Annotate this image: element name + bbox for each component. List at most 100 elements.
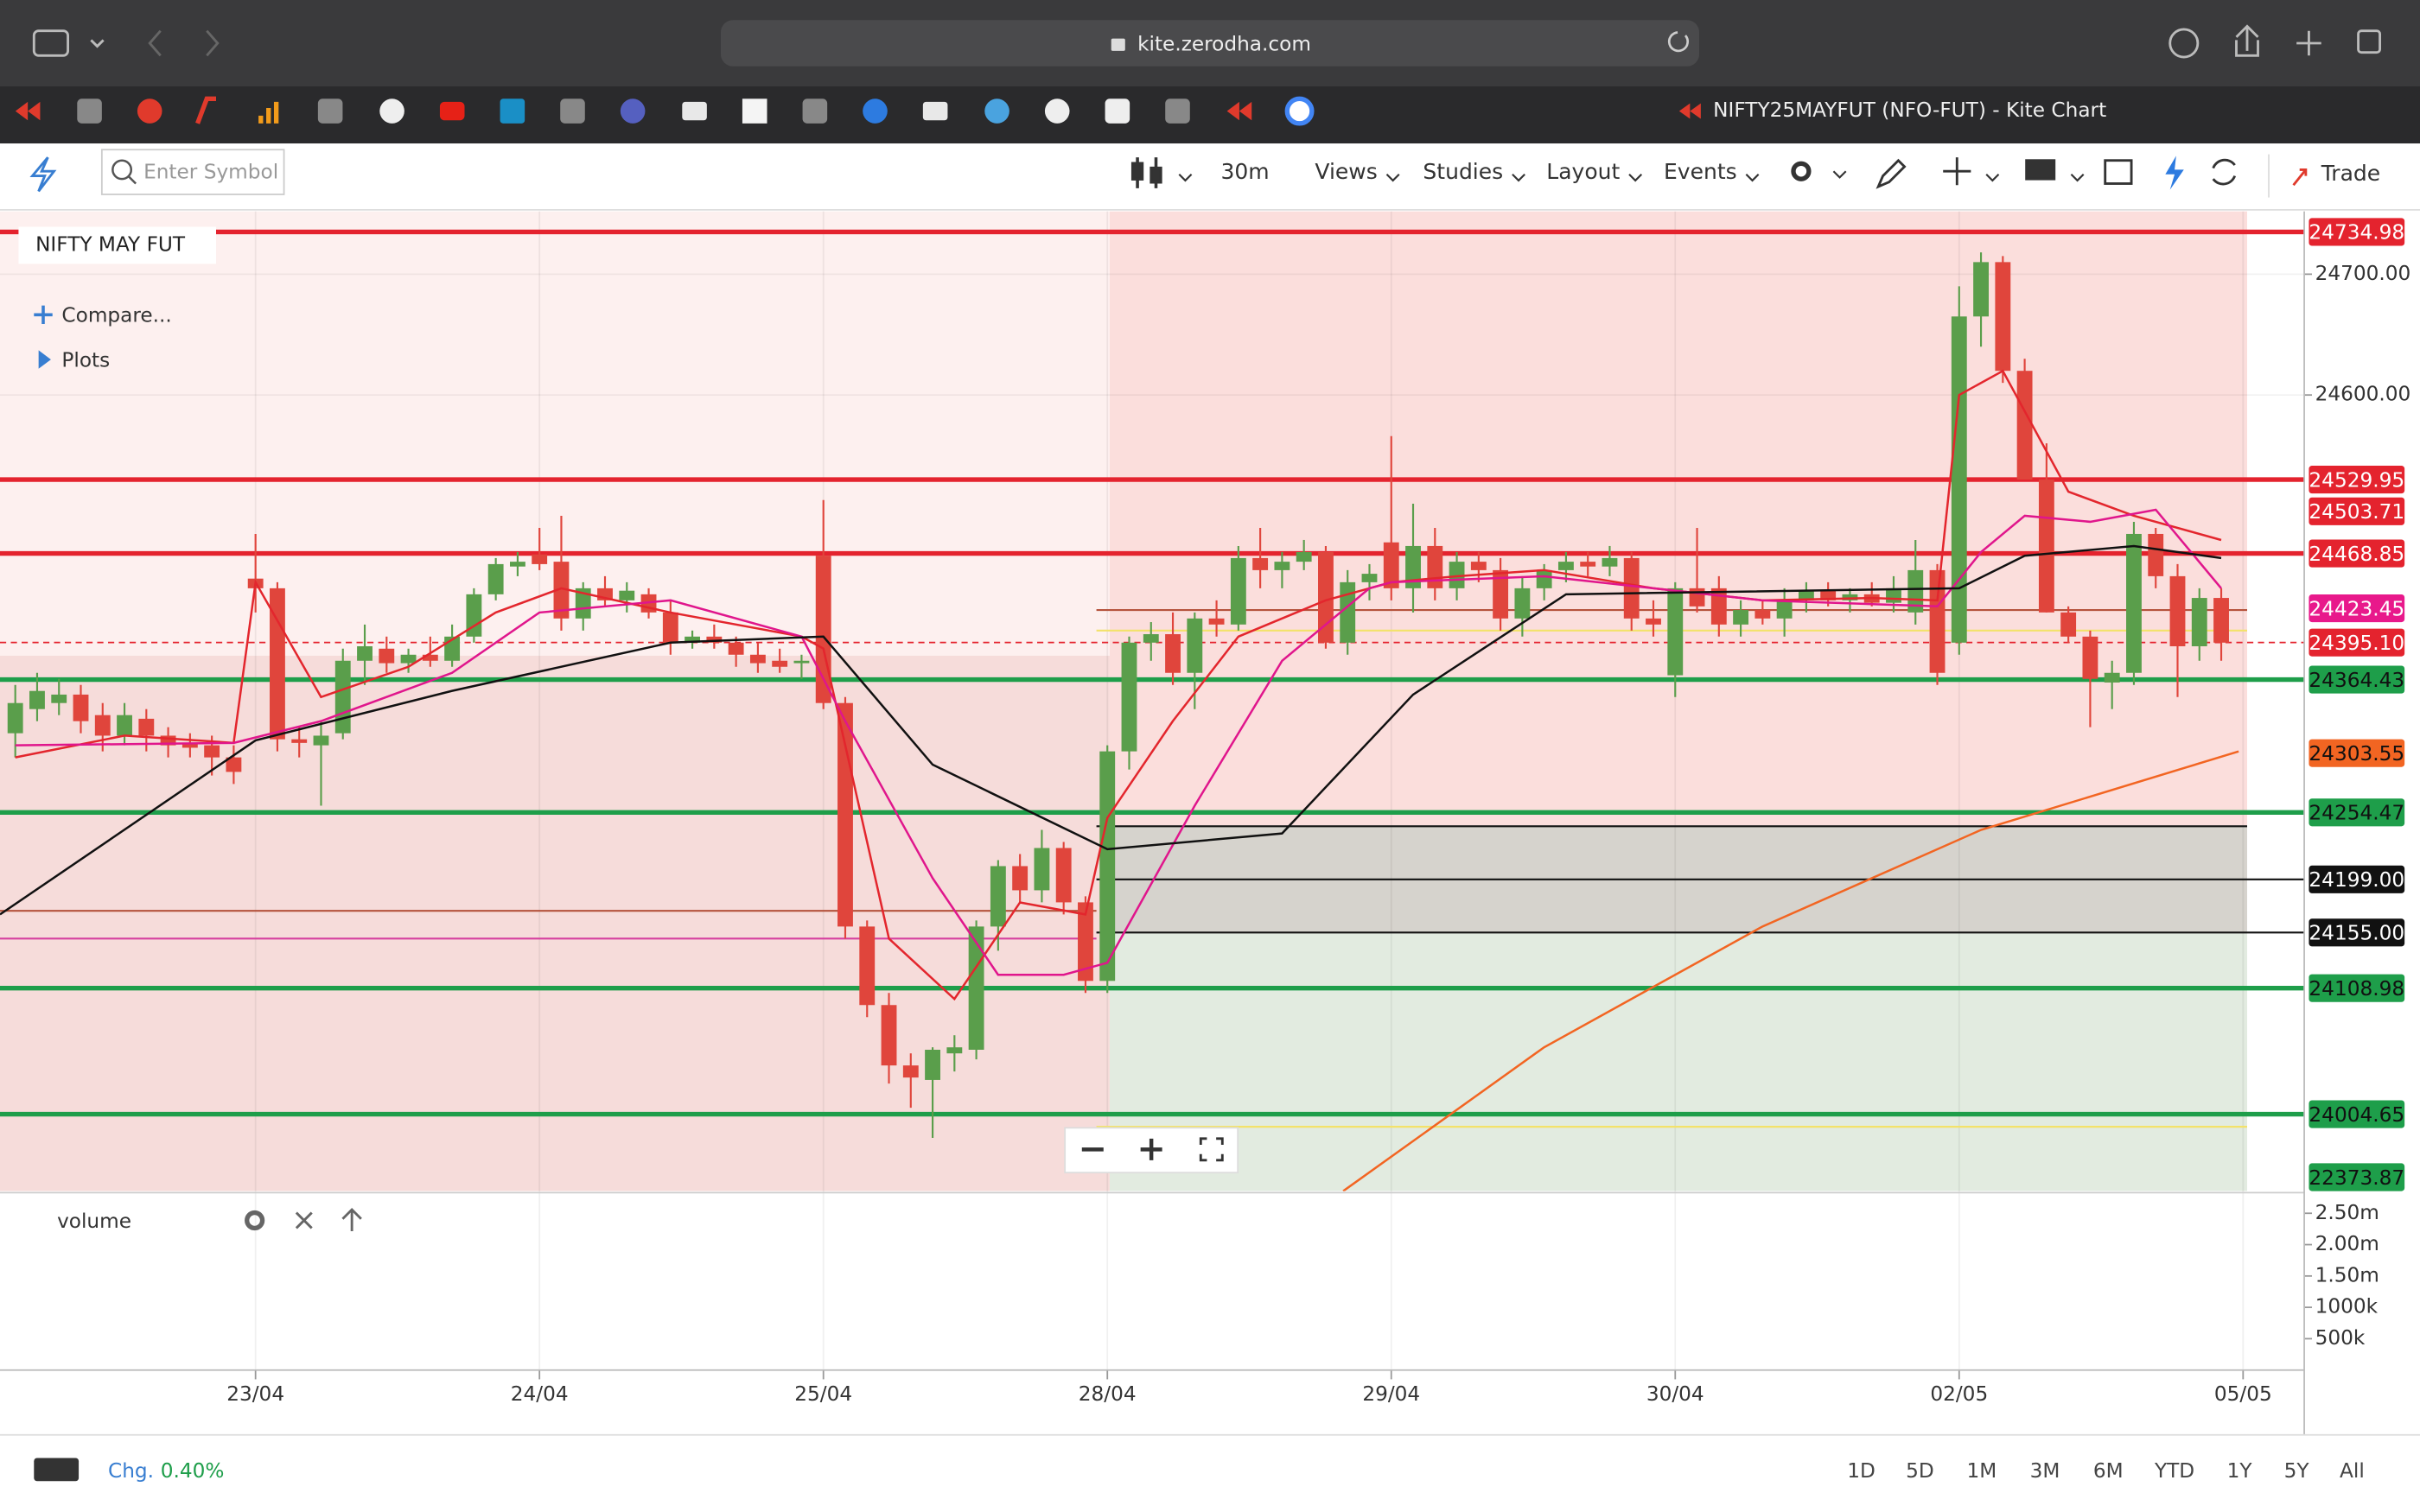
compare[interactable]: Compare... bbox=[61, 304, 171, 327]
bookmark[interactable] bbox=[620, 98, 646, 124]
sidebar-icon[interactable] bbox=[32, 29, 69, 57]
candle-body bbox=[1099, 751, 1116, 982]
tab-title[interactable]: NIFTY25MAYFUT (NFO-FUT) - Kite Chart bbox=[1713, 98, 2106, 122]
candle-body bbox=[1646, 618, 1661, 625]
x-tick-label: 29/04 bbox=[1362, 1382, 1420, 1406]
grid bbox=[0, 211, 2305, 1370]
lightning[interactable] bbox=[2165, 156, 2184, 190]
bookmark[interactable] bbox=[682, 101, 707, 121]
menu[interactable]: Studies bbox=[1423, 159, 1503, 184]
bookmark[interactable] bbox=[863, 98, 888, 124]
range-button[interactable]: 5D bbox=[1906, 1459, 1934, 1483]
bookmark[interactable] bbox=[742, 98, 767, 124]
bookmark[interactable] bbox=[922, 101, 948, 121]
range-button[interactable]: 5Y bbox=[2284, 1459, 2310, 1483]
menu[interactable]: Events bbox=[1664, 159, 1737, 184]
candle-body bbox=[400, 654, 417, 664]
bookmark[interactable] bbox=[137, 98, 162, 124]
bookmark[interactable] bbox=[802, 98, 828, 124]
symbol-box bbox=[18, 226, 216, 264]
candle-body bbox=[1754, 610, 1771, 619]
price-label: 22373.87 bbox=[2309, 1166, 2404, 1190]
settings[interactable] bbox=[1791, 161, 1812, 181]
bookmark[interactable] bbox=[195, 96, 216, 124]
range-button[interactable]: 6M bbox=[2093, 1459, 2124, 1483]
zoom-in[interactable] bbox=[1140, 1138, 1162, 1160]
lock-icon bbox=[1111, 38, 1125, 51]
candle-body bbox=[1012, 866, 1028, 891]
reload[interactable] bbox=[1667, 31, 1690, 53]
candle-body bbox=[466, 594, 482, 637]
candle-body bbox=[7, 702, 23, 734]
candle-body bbox=[1361, 574, 1378, 582]
range-button[interactable]: 1Y bbox=[2227, 1459, 2253, 1483]
back[interactable] bbox=[148, 29, 162, 57]
candle-body bbox=[509, 562, 525, 567]
price-label-bg bbox=[2309, 628, 2405, 657]
bookmark[interactable] bbox=[439, 101, 465, 121]
range-button[interactable]: 3M bbox=[2030, 1459, 2060, 1483]
candle-body bbox=[662, 612, 678, 643]
candle-body bbox=[2104, 672, 2120, 683]
refresh[interactable] bbox=[2212, 158, 2237, 186]
table[interactable] bbox=[2104, 159, 2133, 185]
bookmark[interactable] bbox=[500, 98, 525, 124]
bookmark[interactable] bbox=[379, 98, 404, 124]
tabs[interactable] bbox=[2357, 29, 2382, 54]
bookmark[interactable] bbox=[317, 98, 343, 124]
chevron[interactable] bbox=[90, 39, 105, 48]
draw[interactable] bbox=[1876, 158, 1907, 189]
bookmark[interactable] bbox=[1105, 98, 1130, 124]
url-bar[interactable] bbox=[720, 20, 1700, 67]
price-label: 24364.43 bbox=[2309, 669, 2404, 692]
menu[interactable]: Views bbox=[1315, 159, 1377, 184]
bookmark[interactable] bbox=[984, 98, 1009, 124]
range-button[interactable]: All bbox=[2340, 1459, 2365, 1483]
trade-icon bbox=[2292, 168, 2308, 187]
candle-body bbox=[1493, 569, 1509, 619]
volume-up[interactable] bbox=[341, 1207, 362, 1231]
x-tick-label: 25/04 bbox=[794, 1382, 852, 1406]
bookmark[interactable] bbox=[15, 101, 41, 121]
bookmark[interactable] bbox=[1284, 96, 1315, 126]
candle-body bbox=[1667, 588, 1684, 676]
fullscreen[interactable] bbox=[1199, 1137, 1224, 1162]
bookmark[interactable] bbox=[77, 98, 102, 124]
volume-close[interactable] bbox=[295, 1211, 313, 1229]
search-box[interactable] bbox=[100, 149, 285, 195]
volume-settings[interactable] bbox=[245, 1210, 265, 1231]
candle-body bbox=[2016, 371, 2033, 480]
price-label-bg bbox=[2309, 865, 2405, 893]
bookmark[interactable] bbox=[258, 101, 279, 124]
plots[interactable]: Plots bbox=[61, 348, 110, 372]
range-button[interactable]: YTD bbox=[2154, 1459, 2194, 1483]
price-label: 24423.45 bbox=[2309, 597, 2404, 620]
menu[interactable]: Layout bbox=[1546, 159, 1620, 184]
chart-type-icon[interactable] bbox=[1130, 157, 1162, 188]
y-tick-label: 24700.00 bbox=[2315, 262, 2411, 285]
candle-body bbox=[2082, 636, 2098, 679]
kite-logo[interactable] bbox=[29, 156, 57, 193]
bookmark[interactable] bbox=[1165, 98, 1190, 124]
new-tab[interactable] bbox=[2296, 30, 2321, 56]
x-tick-label: 23/04 bbox=[226, 1382, 284, 1406]
interval[interactable]: 30m bbox=[1221, 159, 1270, 184]
crosshair[interactable] bbox=[1943, 157, 1971, 186]
range-button[interactable]: 1M bbox=[1966, 1459, 1996, 1483]
keyboard-icon[interactable] bbox=[34, 1458, 80, 1482]
download[interactable] bbox=[2168, 28, 2200, 59]
bookmark[interactable] bbox=[560, 98, 585, 124]
candle-body bbox=[1187, 618, 1203, 673]
comment[interactable] bbox=[2025, 159, 2056, 181]
range-button[interactable]: 1D bbox=[1847, 1459, 1876, 1483]
candle-body bbox=[1383, 542, 1399, 588]
chevron bbox=[1512, 174, 1525, 182]
price-labels: 24734.98 24529.95 24503.71 24468.85 24423.45… bbox=[2309, 218, 2404, 1191]
bookmark[interactable] bbox=[1044, 98, 1070, 124]
candle-body bbox=[2038, 480, 2054, 613]
forward[interactable] bbox=[206, 29, 220, 57]
candle-body bbox=[357, 645, 373, 661]
price-label-bg bbox=[2309, 918, 2405, 947]
trade-button[interactable]: Trade bbox=[2321, 161, 2380, 186]
share[interactable] bbox=[2235, 24, 2259, 57]
